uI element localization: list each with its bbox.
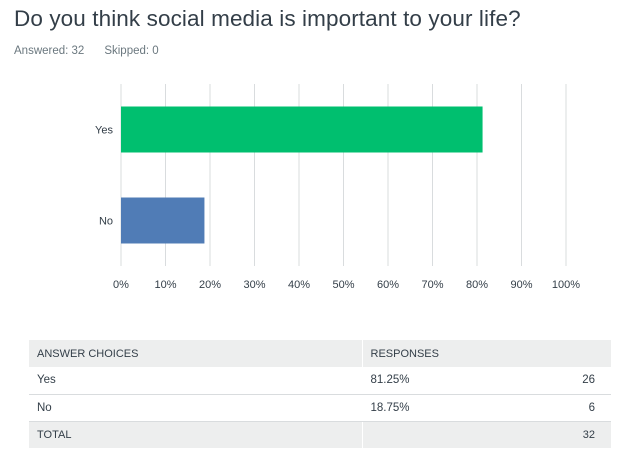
x-tick-label: 0%: [113, 279, 129, 291]
answered-count: Answered: 32: [14, 45, 85, 57]
table-row: Yes 81.25% 26: [29, 367, 611, 395]
header-responses: RESPONSES: [361, 340, 547, 367]
x-tick-label: 40%: [288, 279, 310, 291]
x-tick-label: 100%: [552, 279, 580, 291]
table-header-row: ANSWER CHOICES RESPONSES: [29, 340, 611, 367]
x-tick-label: 90%: [510, 279, 532, 291]
row-percent: 81.25%: [361, 367, 547, 395]
bar-no: [121, 197, 205, 244]
total-label: TOTAL: [29, 421, 362, 448]
header-count: [547, 340, 611, 367]
x-tick-label: 70%: [421, 279, 443, 291]
skipped-count: Skipped: 0: [104, 45, 159, 57]
row-count: 26: [547, 367, 611, 395]
row-percent: 18.75%: [361, 394, 547, 422]
x-tick-label: 60%: [377, 279, 399, 291]
x-tick-label: 80%: [466, 279, 488, 291]
row-count: 6: [547, 394, 611, 422]
row-choice: Yes: [29, 367, 362, 395]
header-answer-choices: ANSWER CHOICES: [29, 340, 362, 367]
bar-yes: [121, 106, 483, 153]
x-tick-label: 50%: [332, 279, 354, 291]
response-meta: Answered: 32 Skipped: 0: [14, 45, 159, 57]
x-tick-label: 30%: [243, 279, 265, 291]
x-tick-label: 20%: [199, 279, 221, 291]
table-total-row: TOTAL 32: [29, 421, 611, 448]
total-value: 32: [547, 421, 611, 448]
category-label: No: [99, 216, 113, 228]
question-title: Do you think social media is important t…: [14, 6, 521, 31]
category-label: Yes: [95, 125, 113, 137]
x-tick-label: 10%: [154, 279, 176, 291]
bar-chart: 0% 10% 20% 30% 40% 50% 60% 70% 80% 90% 100% Yes No: [95, 84, 580, 291]
table-row: No 18.75% 6: [29, 394, 611, 422]
summary-table: ANSWER CHOICES RESPONSES Yes 81.25% 26 N…: [29, 340, 611, 448]
row-choice: No: [29, 394, 362, 422]
